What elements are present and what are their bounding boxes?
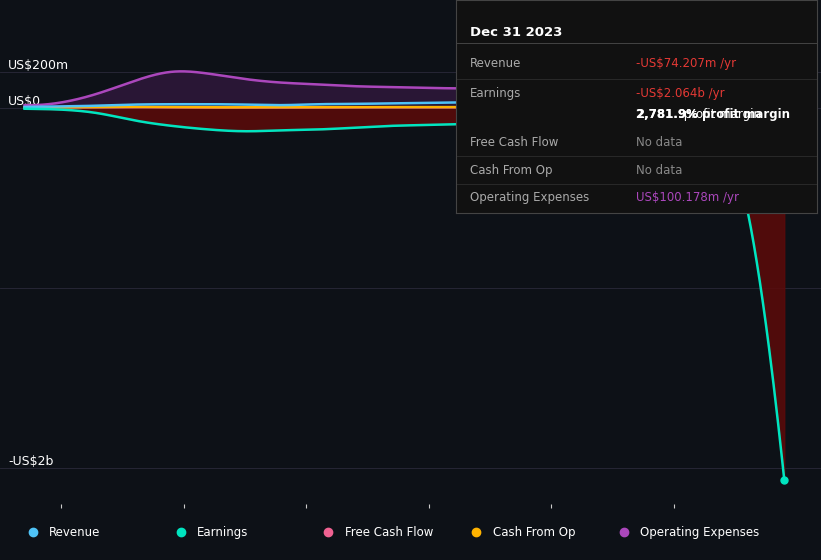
Text: -US$2.064b /yr: -US$2.064b /yr	[636, 87, 725, 100]
Text: Cash From Op: Cash From Op	[470, 164, 553, 177]
Text: Revenue: Revenue	[49, 526, 101, 539]
Point	[777, 116, 791, 125]
Text: profit margin: profit margin	[680, 109, 760, 122]
Text: US$100.178m /yr: US$100.178m /yr	[636, 192, 739, 204]
Text: Earnings: Earnings	[197, 526, 249, 539]
Text: -US$74.207m /yr: -US$74.207m /yr	[636, 57, 736, 71]
Text: US$200m: US$200m	[8, 59, 69, 72]
Text: No data: No data	[636, 136, 682, 149]
Text: Revenue: Revenue	[470, 57, 521, 71]
Text: Operating Expenses: Operating Expenses	[640, 526, 759, 539]
Text: Earnings: Earnings	[470, 87, 521, 100]
Text: Operating Expenses: Operating Expenses	[470, 192, 589, 204]
Text: No data: No data	[636, 164, 682, 177]
Text: -US$2b: -US$2b	[8, 455, 53, 468]
Text: Dec 31 2023: Dec 31 2023	[470, 26, 562, 39]
Text: 2,781.9%: 2,781.9%	[636, 109, 698, 122]
Text: Free Cash Flow: Free Cash Flow	[345, 526, 433, 539]
Point	[777, 85, 791, 94]
Text: Cash From Op: Cash From Op	[493, 526, 575, 539]
Text: 2,781.9% profit margin: 2,781.9% profit margin	[636, 109, 791, 122]
Text: Free Cash Flow: Free Cash Flow	[470, 136, 558, 149]
Text: US$0: US$0	[8, 95, 41, 108]
Point	[777, 475, 791, 484]
